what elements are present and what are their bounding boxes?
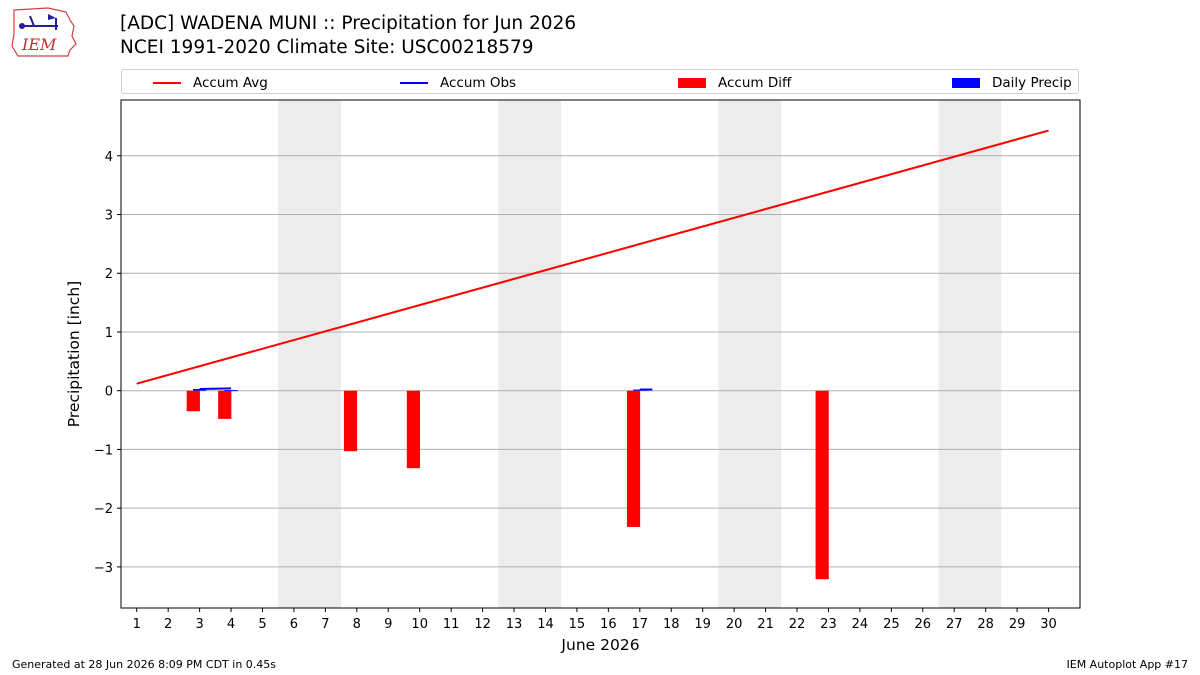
legend-swatch-accum-diff — [678, 77, 706, 88]
accum-obs-line — [199, 387, 232, 390]
y-tick-label: 4 — [105, 150, 113, 165]
x-tick-label: 16 — [600, 617, 617, 632]
x-tick-label: 2 — [164, 617, 172, 632]
chart-title-line2: NCEI 1991-2020 Climate Site: USC00218579 — [120, 37, 534, 58]
x-tick-label: 19 — [694, 617, 711, 632]
x-tick-label: 9 — [384, 617, 392, 632]
accum-diff-bar — [186, 390, 200, 412]
iem-logo-text: IEM — [21, 35, 57, 54]
accum-diff-bar — [406, 390, 421, 469]
daily-precip-bar — [193, 388, 207, 391]
x-tick-label: 4 — [227, 617, 235, 632]
y-tick-label: −2 — [94, 502, 113, 517]
x-tick-label: 12 — [474, 617, 491, 632]
chart-title: [ADC] WADENA MUNI :: Precipitation for J… — [120, 12, 576, 60]
x-tick-label: 10 — [411, 617, 428, 632]
x-axis-label: June 2026 — [560, 636, 639, 654]
accum-diff-bar — [626, 390, 641, 527]
x-tick-label: 1 — [133, 617, 141, 632]
x-tick-label: 20 — [726, 617, 743, 632]
x-tick-label: 5 — [258, 617, 266, 632]
x-tick-label: 24 — [852, 617, 869, 632]
y-tick-label: 0 — [105, 385, 113, 400]
legend-label-accum-avg: Accum Avg — [193, 74, 268, 91]
daily-precip-bar — [633, 389, 647, 391]
legend-item-accum-obs: Accum Obs — [400, 70, 516, 95]
weekend-band-4 — [938, 100, 1002, 608]
y-tick-label: 2 — [105, 267, 113, 282]
x-tick-label: 8 — [353, 617, 361, 632]
weekend-band-3 — [718, 100, 782, 608]
x-tick-label: 29 — [1009, 617, 1026, 632]
daily-precip-bar — [224, 390, 238, 392]
x-tick-label: 7 — [321, 617, 329, 632]
x-tick-label: 27 — [946, 617, 963, 632]
x-tick-label: 23 — [820, 617, 837, 632]
x-tick-label: 25 — [883, 617, 900, 632]
chart-legend: Accum Avg Accum Obs Accum Diff Daily Pre… — [121, 69, 1079, 94]
x-tick-label: 28 — [977, 617, 994, 632]
footer-app: IEM Autoplot App #17 — [1066, 658, 1189, 671]
legend-item-daily-precip: Daily Precip — [952, 70, 1072, 95]
legend-swatch-accum-obs — [400, 81, 428, 84]
x-tick-label: 22 — [789, 617, 806, 632]
x-tick-label: 26 — [915, 617, 932, 632]
y-tick-label: −1 — [94, 443, 113, 458]
y-tick-label: 1 — [105, 326, 113, 341]
legend-label-accum-diff: Accum Diff — [718, 74, 792, 91]
x-tick-label: 30 — [1040, 617, 1057, 632]
y-axis-label: Precipitation [inch] — [65, 281, 83, 427]
x-tick-label: 14 — [537, 617, 554, 632]
legend-label-accum-obs: Accum Obs — [440, 74, 517, 91]
accum-diff-bar — [815, 390, 829, 580]
x-tick-label: 11 — [443, 617, 460, 632]
x-tick-label: 6 — [290, 617, 298, 632]
legend-label-daily-precip: Daily Precip — [992, 74, 1072, 91]
x-tick-label: 3 — [195, 617, 203, 632]
x-tick-label: 15 — [569, 617, 586, 632]
chart-title-line1: [ADC] WADENA MUNI :: Precipitation for J… — [120, 13, 577, 34]
plot-frame — [120, 99, 1081, 609]
accum-avg-line — [136, 129, 1049, 385]
legend-item-accum-diff: Accum Diff — [678, 70, 791, 95]
legend-swatch-daily-precip — [952, 77, 980, 88]
x-tick-label: 17 — [632, 617, 649, 632]
y-tick-label: −3 — [94, 561, 113, 576]
footer-generated: Generated at 28 Jun 2026 8:09 PM CDT in … — [12, 658, 277, 671]
legend-item-accum-avg: Accum Avg — [153, 70, 268, 95]
legend-swatch-accum-avg — [153, 81, 181, 84]
x-tick-label: 21 — [757, 617, 774, 632]
accum-diff-bar — [343, 390, 358, 452]
y-tick-label: 3 — [105, 209, 113, 224]
x-tick-label: 13 — [506, 617, 523, 632]
x-tick-label: 18 — [663, 617, 680, 632]
accum-diff-bar — [218, 390, 232, 419]
weekend-band-1 — [278, 100, 342, 608]
weekend-band-2 — [498, 100, 562, 608]
iem-logo: IEM — [11, 7, 77, 57]
